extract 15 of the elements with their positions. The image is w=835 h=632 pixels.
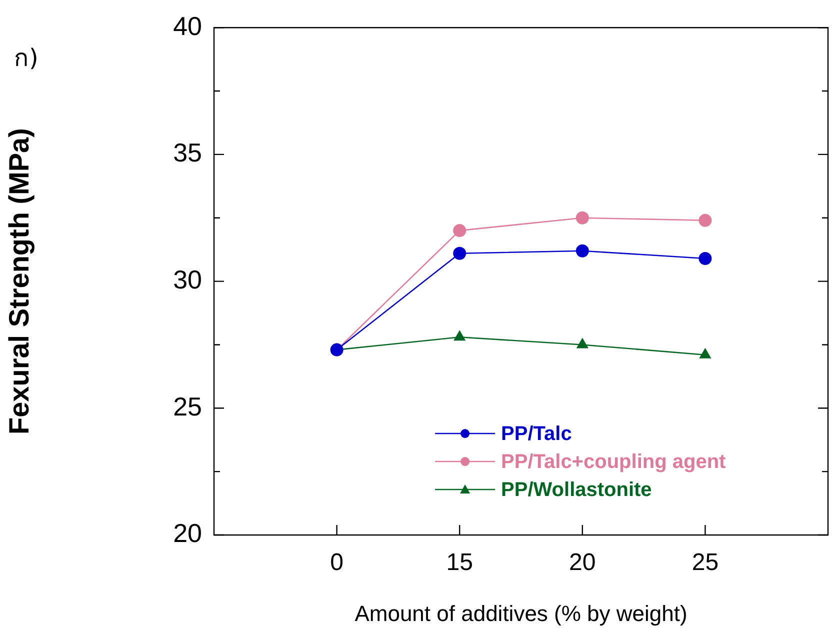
x-axis-title: Amount of additives (% by weight) [354, 600, 688, 626]
x-tick-label: 25 [692, 549, 719, 576]
y-tick-label: 30 [173, 264, 202, 294]
y-tick-label: 35 [173, 138, 202, 168]
y-axis-title: Fexural Strength (MPa) [4, 128, 35, 435]
x-tick-label: 15 [446, 549, 473, 576]
y-tick-label: 40 [173, 10, 202, 41]
text: ก) [14, 43, 38, 74]
x-tick-label: 0 [330, 549, 344, 576]
legend-label: PP/Talc+coupling agent [501, 451, 726, 474]
legend-label: PP/Wollastonite [501, 479, 652, 502]
y-tick-label: 20 [173, 518, 202, 548]
x-tick-label: 20 [569, 549, 596, 576]
y-tick-label: 25 [173, 391, 202, 422]
legend-label: PP/Talc [501, 423, 572, 446]
